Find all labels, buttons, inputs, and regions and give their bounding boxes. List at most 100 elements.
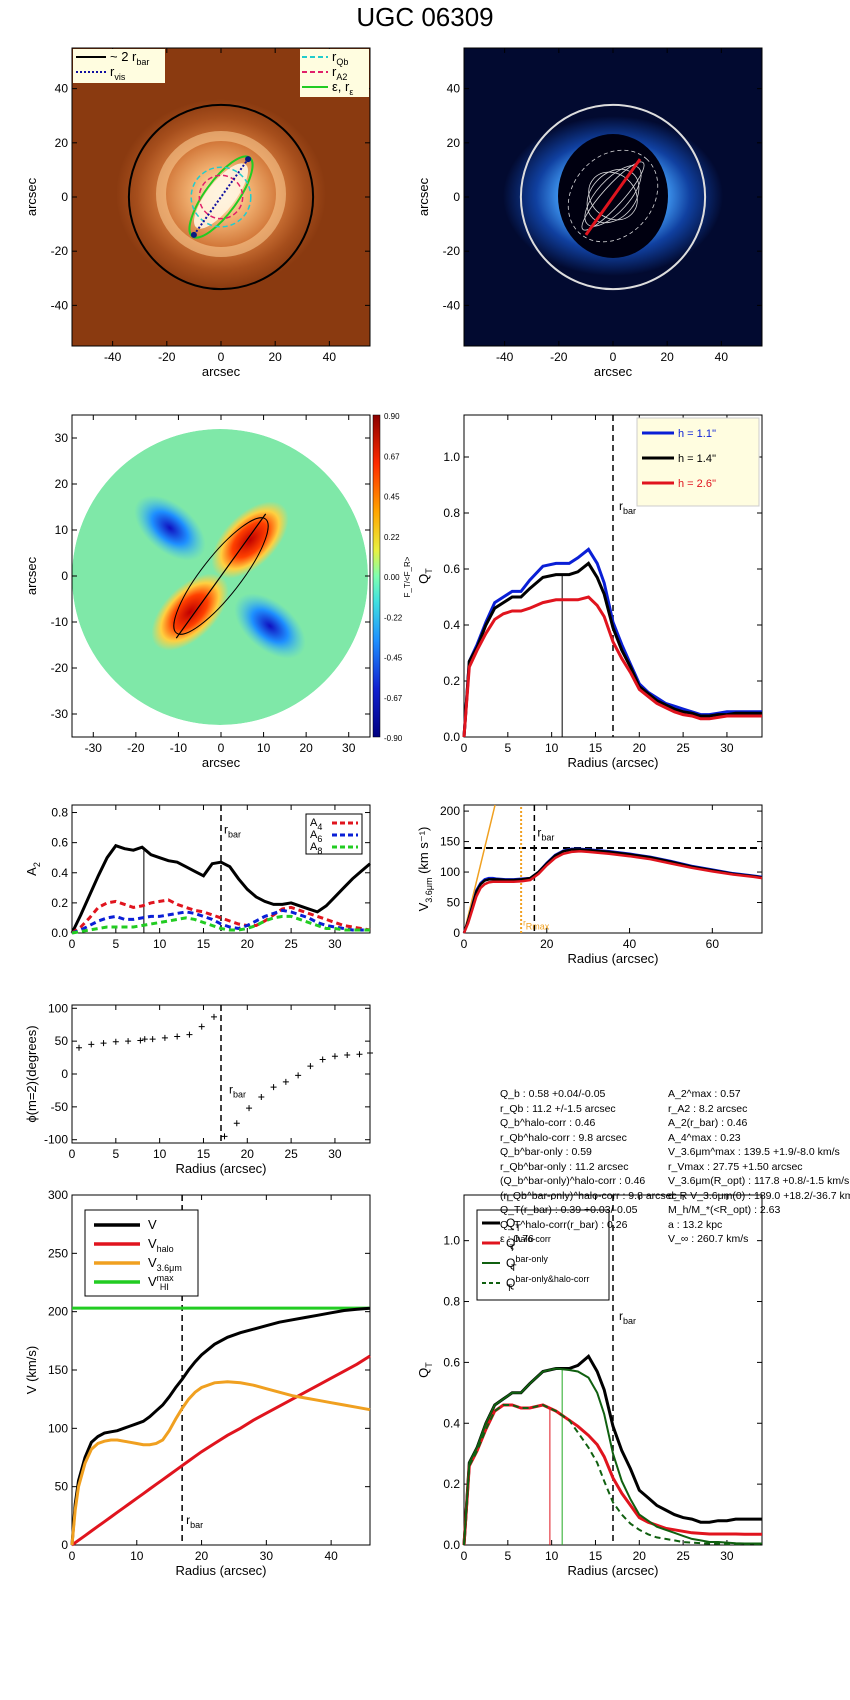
legend-left-label: ~ 2 rbar bbox=[110, 49, 149, 67]
y-axis-label: arcsec bbox=[24, 177, 39, 216]
legend-label: V3.6μm bbox=[148, 1255, 182, 1273]
rvis-line bbox=[193, 158, 249, 236]
y-tick-label: 0.4 bbox=[443, 1416, 460, 1430]
y-tick-label: 0.0 bbox=[51, 926, 68, 940]
series-line bbox=[71, 908, 370, 935]
y-tick-label: 30 bbox=[55, 431, 69, 445]
x-tick-label: 30 bbox=[342, 741, 356, 755]
y-tick-label: -40 bbox=[443, 298, 461, 312]
legend-label: Vhalo bbox=[148, 1236, 174, 1254]
stat-line: r_Vmax : 27.75 +1.50 arcsec bbox=[668, 1160, 803, 1173]
legend-label: Qbar-only&halo-corr T bbox=[506, 1274, 589, 1293]
bar-circle bbox=[127, 103, 315, 291]
x-tick-label: 20 bbox=[633, 1549, 647, 1563]
y-tick-label: 0.2 bbox=[51, 896, 68, 910]
y-tick-label: 0.2 bbox=[443, 674, 460, 688]
x-tick-label: -20 bbox=[127, 741, 145, 755]
force-lobe-upper bbox=[211, 501, 289, 579]
phase-point bbox=[233, 1120, 240, 1127]
rbar-label: rbar bbox=[224, 823, 241, 840]
v36-panel: 0 20 40 60 0 50 100 150 200 Radius (arcsec) V3.6μm… bbox=[416, 804, 763, 966]
y-tick-label: 20 bbox=[55, 136, 69, 150]
colorbar-tick-label: -0.45 bbox=[384, 654, 403, 663]
legend-label: A8 bbox=[310, 841, 322, 856]
force-map: -30 -20 -10 0 10 20 30 -30 -20 -10 0 10 20 30 arcsec ar… bbox=[24, 412, 412, 770]
stat-line: V_3.6μm(R_opt) : 117.8 +0.8/-1.5 km/s bbox=[668, 1175, 850, 1187]
series-line bbox=[462, 848, 763, 934]
phase-point bbox=[149, 1036, 156, 1043]
y-tick-label: 100 bbox=[440, 865, 460, 879]
stat-line: A_4^max : 0.23 bbox=[668, 1131, 741, 1144]
y-tick-label: 1.0 bbox=[443, 450, 460, 464]
y-tick-label: 100 bbox=[48, 1001, 68, 1015]
x-tick-label: 0 bbox=[218, 741, 225, 755]
x-tick-label: 0 bbox=[461, 1549, 468, 1563]
y-tick-label: 50 bbox=[55, 1034, 69, 1048]
bar-end-marker bbox=[245, 156, 252, 163]
x-tick-label: 15 bbox=[589, 741, 603, 755]
stat-line: r_Qb^bar-only : 11.2 arcsec bbox=[500, 1160, 629, 1173]
force-map-panel bbox=[72, 414, 381, 738]
x-tick-label: 20 bbox=[241, 937, 255, 951]
phase-point bbox=[331, 1053, 338, 1060]
x-tick-label: 30 bbox=[720, 1549, 734, 1563]
colorbar-tick-label: -0.67 bbox=[384, 694, 403, 703]
rpmax-label: rRmax bbox=[523, 919, 550, 932]
series-line bbox=[70, 1306, 371, 1546]
y-tick-label: 0.0 bbox=[443, 1538, 460, 1552]
x-tick-label: -20 bbox=[158, 350, 176, 364]
y-axis-label: V (km/s) bbox=[24, 1346, 39, 1394]
x-tick-label: 40 bbox=[324, 1549, 338, 1563]
y-tick-label: 1.0 bbox=[443, 1234, 460, 1248]
colorbar-tick-label: 0.22 bbox=[384, 533, 400, 542]
x-tick-label: 20 bbox=[195, 1549, 209, 1563]
x-tick-label: 25 bbox=[676, 1549, 690, 1563]
phase-panel: 0 5 10 15 20 25 30 -100 -50 0 50 100 Radius (arcsec)… bbox=[24, 1001, 373, 1176]
x-axis-label: Radius (arcsec) bbox=[175, 1161, 266, 1176]
x-axis-label: Radius (arcsec) bbox=[567, 755, 658, 770]
force-lobe-left bbox=[134, 495, 206, 561]
colorbar-tick-label: 0.67 bbox=[384, 452, 400, 461]
legend-right-label: ε, rε bbox=[332, 79, 353, 97]
x-tick-label: -40 bbox=[104, 350, 122, 364]
bar-circle bbox=[519, 103, 707, 291]
x-tick-label: 5 bbox=[504, 1549, 511, 1563]
y-tick-label: 250 bbox=[48, 1246, 68, 1260]
bar-ellipse bbox=[173, 517, 269, 635]
x-tick-label: 20 bbox=[661, 350, 675, 364]
legend-right-label: rQb bbox=[332, 49, 348, 67]
stat-line: r_Qb : 11.2 +/-1.5 arcsec bbox=[500, 1102, 616, 1115]
y-tick-label: 200 bbox=[440, 804, 460, 818]
stat-line: Q_T(r_bar) : 0.39 +0.03/-0.05 bbox=[500, 1204, 638, 1216]
series-line bbox=[462, 595, 762, 738]
colorbar-tick-label: 0.45 bbox=[384, 493, 400, 502]
rbar-label: rbar bbox=[619, 1309, 636, 1326]
colorbar-tick-label: -0.22 bbox=[384, 613, 403, 622]
x-tick-label: 5 bbox=[112, 937, 119, 951]
stat-line: Q_b : 0.58 +0.04/-0.05 bbox=[500, 1088, 606, 1100]
x-tick-label: 10 bbox=[130, 1549, 144, 1563]
stats-block: Q_b : 0.58 +0.04/-0.05 r_Qb : 11.2 +/-1.5… bbox=[500, 1087, 850, 1247]
x-tick-label: 20 bbox=[269, 350, 283, 364]
phase-point bbox=[221, 1133, 228, 1140]
galaxy-ring bbox=[156, 131, 286, 257]
legend-left-label: rvis bbox=[110, 64, 126, 82]
x-tick-label: 0 bbox=[610, 350, 617, 364]
y-axis-label: QT bbox=[416, 568, 434, 584]
qt-corr-panel: 0 5 10 15 20 25 30 0.0 0.2 0.4 0.6 0.8 1.0 Radius (ar… bbox=[416, 1194, 763, 1578]
legend-label: Qhalo-corr T bbox=[506, 1234, 551, 1253]
series-line bbox=[462, 561, 762, 738]
series-line bbox=[463, 1367, 762, 1546]
legend-right-label: rA2 bbox=[332, 64, 347, 82]
y-axis-label: A2 bbox=[24, 862, 42, 876]
y-tick-label: 0 bbox=[61, 1538, 68, 1552]
phase-point bbox=[258, 1094, 265, 1100]
galaxy-image-panel bbox=[72, 48, 370, 346]
phase-point bbox=[125, 1038, 132, 1045]
x-tick-label: 25 bbox=[284, 937, 298, 951]
x-tick-label: -10 bbox=[170, 741, 188, 755]
y-tick-label: 50 bbox=[447, 896, 461, 910]
stats-left-column: Q_b : 0.58 +0.04/-0.05 r_Qb : 11.2 +/-1.5… bbox=[500, 1087, 677, 1247]
series-line bbox=[71, 898, 371, 935]
